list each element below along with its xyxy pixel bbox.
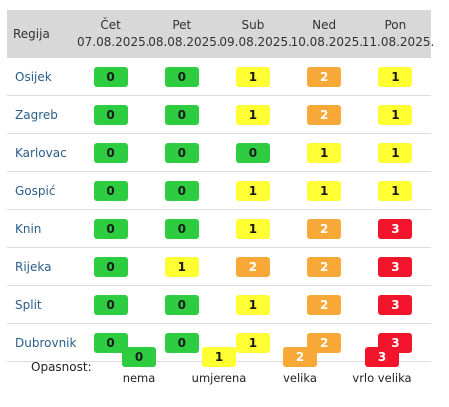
danger-badge: 0 xyxy=(93,143,128,163)
danger-badge: 0 xyxy=(93,257,128,277)
danger-badge: 1 xyxy=(235,105,270,125)
legend-badge: 2 xyxy=(283,347,317,367)
danger-badge: 0 xyxy=(93,295,128,315)
danger-badge: 2 xyxy=(307,295,342,315)
day-column-header: Pet 08.08.2025. xyxy=(146,10,221,58)
table-row: Gospić 0 0 1 1 1 xyxy=(7,171,431,210)
danger-badge: 0 xyxy=(164,67,199,87)
region-link[interactable]: Karlovac xyxy=(7,133,75,172)
danger-legend: Opasnost: 0 nema 1 umjerena 2 velika 3 v… xyxy=(7,340,431,398)
danger-badge: 1 xyxy=(235,333,270,353)
region-link[interactable]: Rijeka xyxy=(7,247,75,286)
legend-text: vrlo velika xyxy=(352,371,412,385)
legend-text: nema xyxy=(122,371,156,385)
region-link[interactable]: Osijek xyxy=(7,58,75,96)
day-column-header: Čet 07.08.2025. xyxy=(75,10,150,58)
danger-badge: 0 xyxy=(164,333,199,353)
legend-badge: 1 xyxy=(202,347,236,367)
day-name: Sub xyxy=(241,18,265,32)
danger-badge: 1 xyxy=(307,181,342,201)
day-date: 07.08.2025. xyxy=(77,35,150,49)
danger-badge: 2 xyxy=(307,67,342,87)
danger-badge: 0 xyxy=(93,105,128,125)
danger-badge: 1 xyxy=(235,219,270,239)
table-header-row: Regija Čet 07.08.2025. Pet 08.08.2025. Sub… xyxy=(7,10,434,58)
region-link[interactable]: Zagreb xyxy=(7,95,75,134)
day-name: Čet xyxy=(100,18,121,32)
legend-item-umjerena: 1 umjerena xyxy=(179,347,259,385)
danger-badge: 0 xyxy=(164,105,199,125)
danger-badge: 1 xyxy=(378,181,413,201)
danger-badge: 0 xyxy=(93,219,128,239)
table-row: Zagreb 0 0 1 2 1 xyxy=(7,95,431,134)
danger-badge: 0 xyxy=(93,181,128,201)
danger-badge: 0 xyxy=(164,295,199,315)
danger-badge: 3 xyxy=(378,257,413,277)
region-link[interactable]: Split xyxy=(7,285,75,324)
region-link[interactable]: Dubrovnik xyxy=(7,323,76,362)
danger-badge: 0 xyxy=(164,181,199,201)
danger-badge: 1 xyxy=(378,143,413,163)
legend-text: velika xyxy=(283,371,317,385)
danger-badge: 1 xyxy=(307,143,342,163)
legend-item-vrlo-velika: 3 vrlo velika xyxy=(342,347,422,385)
region-link[interactable]: Knin xyxy=(7,209,75,248)
legend-text: umjerena xyxy=(191,371,247,385)
table-row: Rijeka 0 1 2 2 3 xyxy=(7,247,431,286)
region-column-header: Regija xyxy=(7,10,75,58)
forecast-table-wrapper: Regija Čet 07.08.2025. Pet 08.08.2025. Sub… xyxy=(7,10,434,362)
table-row: Karlovac 0 0 0 1 1 xyxy=(7,133,431,172)
day-name: Pon xyxy=(384,18,407,32)
danger-badge: 1 xyxy=(164,257,199,277)
table-row: Knin 0 0 1 2 3 xyxy=(7,209,431,248)
legend-badge: 3 xyxy=(365,347,399,367)
danger-badge: 0 xyxy=(164,219,199,239)
danger-badge: 1 xyxy=(235,295,270,315)
legend-label: Opasnost: xyxy=(31,360,92,374)
danger-badge: 1 xyxy=(235,181,270,201)
day-date: 08.08.2025. xyxy=(148,35,221,49)
danger-badge: 1 xyxy=(235,67,270,87)
danger-badge: 0 xyxy=(235,143,270,163)
danger-badge: 0 xyxy=(93,67,128,87)
legend-item-velika: 2 velika xyxy=(260,347,340,385)
day-date: 11.08.2025. xyxy=(361,35,435,49)
danger-badge: 1 xyxy=(378,67,413,87)
day-name: Pet xyxy=(172,18,192,32)
day-column-header: Sub 09.08.2025. xyxy=(217,10,292,58)
day-column-header: Pon 11.08.2025. xyxy=(359,10,434,58)
day-column-header: Ned 10.08.2025. xyxy=(288,10,363,58)
danger-badge: 2 xyxy=(307,105,342,125)
danger-badge: 3 xyxy=(378,219,413,239)
danger-badge: 0 xyxy=(93,333,128,353)
danger-badge: 0 xyxy=(164,143,199,163)
danger-badge: 2 xyxy=(307,257,342,277)
legend-badge: 0 xyxy=(122,347,156,367)
danger-badge: 1 xyxy=(378,105,413,125)
day-date: 10.08.2025. xyxy=(290,35,364,49)
day-name: Ned xyxy=(312,18,337,32)
day-date: 09.08.2025. xyxy=(219,35,292,49)
danger-badge: 2 xyxy=(235,257,270,277)
region-link[interactable]: Gospić xyxy=(7,171,75,210)
table-row: Split 0 0 1 2 3 xyxy=(7,285,431,324)
table-row: Osijek 0 0 1 2 1 xyxy=(7,58,431,96)
legend-item-nema: 0 nema xyxy=(99,347,179,385)
fire-danger-table: Regija Čet 07.08.2025. Pet 08.08.2025. Sub… xyxy=(7,10,434,362)
danger-badge: 2 xyxy=(307,219,342,239)
danger-badge: 3 xyxy=(378,295,413,315)
